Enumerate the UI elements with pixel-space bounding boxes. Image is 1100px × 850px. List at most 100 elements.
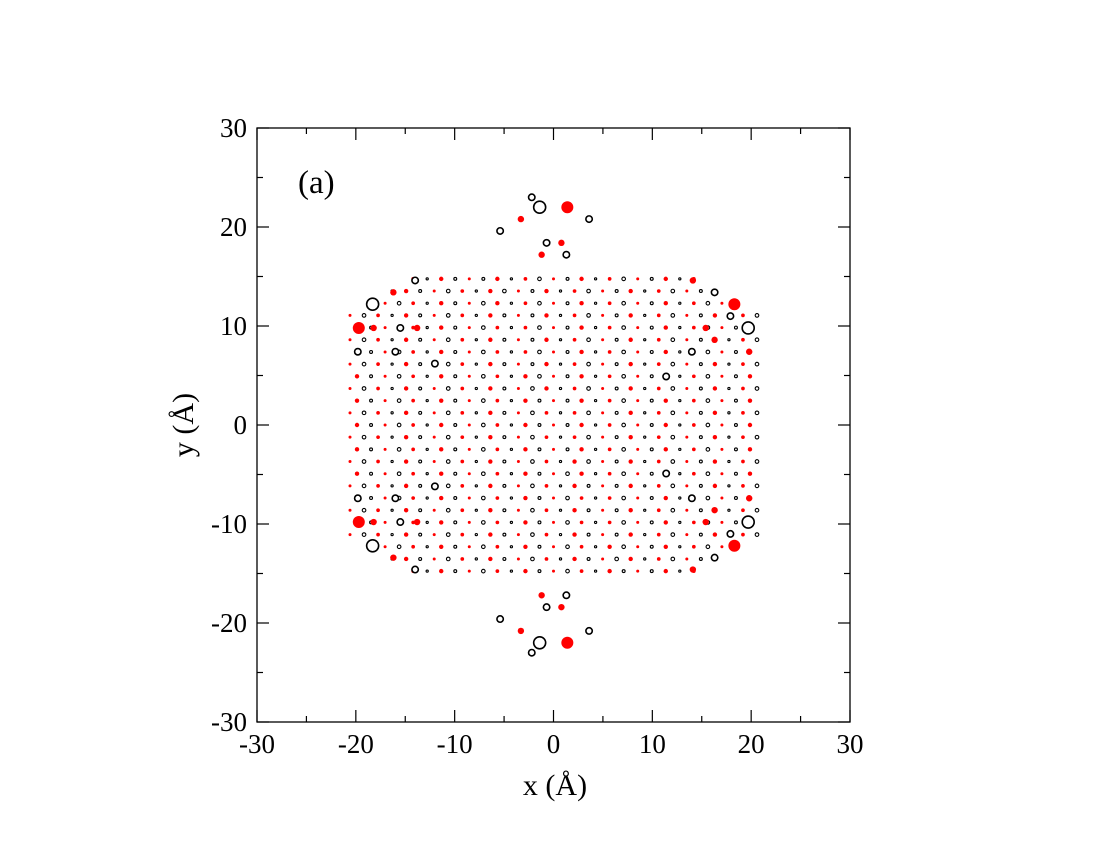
black-point [558, 435, 563, 439]
black-point [445, 483, 451, 489]
red-point [601, 460, 605, 464]
black-point [390, 532, 394, 537]
black-point [586, 459, 591, 464]
red-point [495, 301, 500, 306]
black-point [425, 472, 429, 476]
red-point [439, 398, 444, 403]
red-point [544, 484, 549, 488]
red-point [601, 338, 605, 342]
black-point [396, 471, 402, 477]
black-point [565, 447, 570, 452]
black-point [593, 374, 598, 378]
black-point [643, 313, 647, 318]
red-point [354, 447, 360, 452]
x-tick-label: -10 [437, 729, 473, 759]
black-point [509, 350, 514, 354]
red-marker [745, 348, 753, 355]
red-point [439, 471, 444, 476]
black-point [670, 288, 676, 294]
red-point [460, 410, 465, 415]
red-marker [558, 603, 565, 611]
red-marker [561, 636, 574, 649]
red-point [579, 520, 584, 525]
red-point [523, 495, 528, 501]
red-point [636, 569, 640, 573]
red-point [607, 277, 612, 281]
black-point [537, 373, 542, 379]
black-point [361, 532, 367, 537]
black-point [425, 569, 429, 573]
red-point [741, 532, 745, 537]
red-point [383, 447, 387, 451]
red-point [607, 374, 612, 379]
red-marker [517, 627, 525, 635]
red-point [712, 313, 718, 318]
red-point [439, 349, 444, 355]
black-point [445, 556, 451, 562]
red-point [488, 459, 493, 464]
red-point [488, 361, 493, 367]
black-point [643, 338, 647, 342]
red-point [663, 568, 668, 574]
red-point [516, 338, 520, 342]
black-point [480, 349, 486, 355]
red-point [601, 508, 605, 512]
red-point [495, 496, 500, 500]
black-point [643, 411, 647, 415]
black-point [361, 386, 367, 391]
red-point [467, 520, 471, 524]
black-point [558, 289, 563, 293]
red-point [348, 508, 352, 512]
black-point [509, 569, 514, 573]
red-point [685, 484, 689, 488]
red-point [663, 520, 668, 525]
red-point [720, 423, 724, 427]
black-point [474, 508, 478, 512]
red-marker [702, 518, 709, 526]
red-point [495, 350, 500, 354]
red-point [720, 399, 724, 403]
black-point [530, 313, 535, 318]
y-tick-label: -30 [211, 707, 247, 737]
red-point [523, 568, 528, 574]
red-point [552, 277, 555, 281]
red-point [516, 289, 520, 293]
black-point [445, 507, 451, 513]
black-point [558, 459, 563, 464]
black-point [614, 556, 620, 562]
red-point [523, 350, 528, 354]
black-point [586, 337, 591, 343]
red-point [663, 544, 668, 549]
black-point [621, 398, 627, 403]
red-marker [702, 324, 709, 332]
red-point [656, 337, 661, 342]
black-point [369, 496, 374, 501]
black-point [509, 398, 514, 403]
black-point [727, 386, 731, 391]
red-point [607, 568, 612, 574]
black-point [445, 459, 451, 464]
black-point [480, 300, 486, 306]
red-point [656, 459, 661, 464]
black-point [565, 325, 570, 330]
black-point [565, 398, 570, 403]
red-point [601, 557, 605, 561]
red-point [607, 398, 612, 403]
red-point [720, 374, 724, 378]
red-point [579, 422, 584, 428]
red-point [354, 422, 360, 428]
red-marker [538, 592, 545, 599]
red-point [383, 374, 387, 378]
red-point [523, 374, 528, 379]
open-marker [687, 494, 696, 503]
red-point [411, 374, 416, 379]
red-point [354, 374, 360, 379]
red-point [628, 459, 633, 464]
black-point [565, 471, 570, 477]
red-point [747, 471, 753, 476]
y-tick-label: 0 [234, 410, 248, 440]
black-point [727, 338, 731, 342]
red-point [607, 520, 612, 525]
red-point [741, 484, 745, 488]
panel-label: (a) [298, 165, 335, 201]
